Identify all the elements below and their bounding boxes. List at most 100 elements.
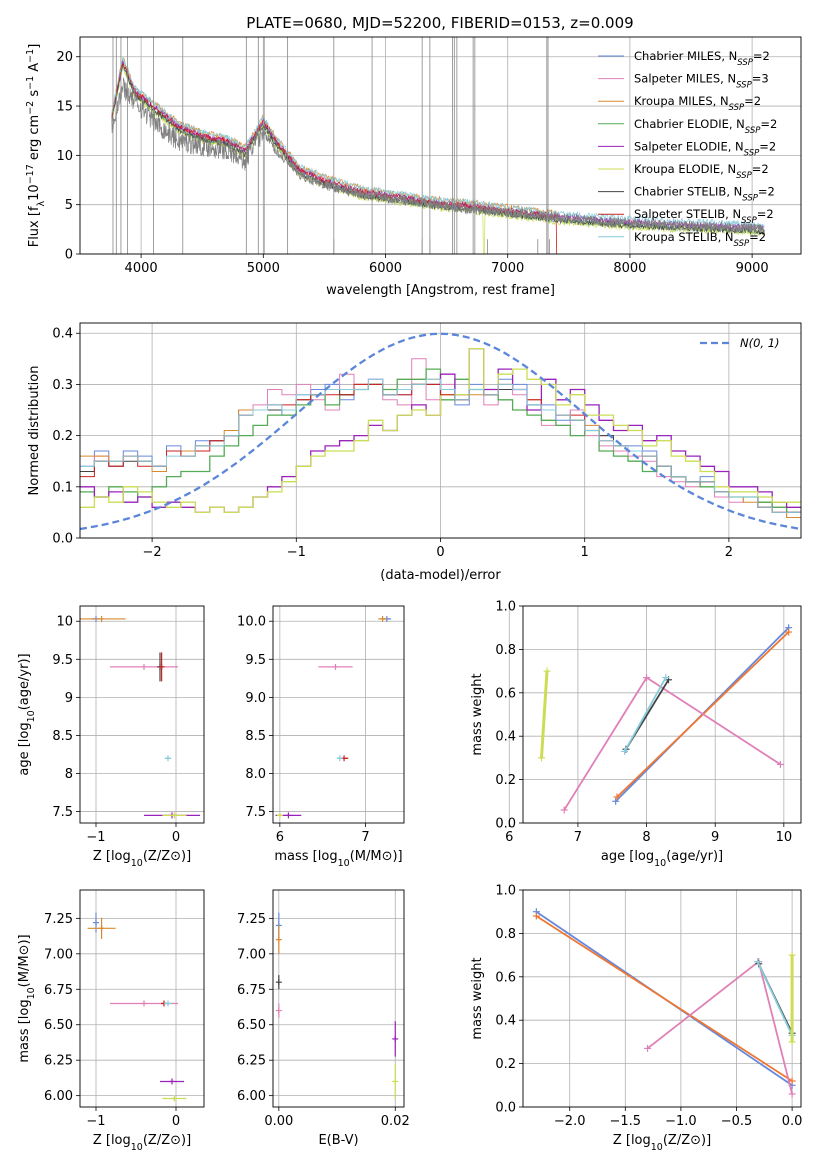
series-line	[540, 671, 549, 758]
legend-label: Salpeter STELIB, NSSP=2	[634, 207, 774, 226]
x-tick-label: 4000	[125, 261, 158, 276]
y-tick-label: 6.75	[237, 983, 266, 998]
y-axis-label: mass [log10(M/M⊙)]	[17, 934, 37, 1062]
y-tick-label: 8.5	[245, 729, 266, 744]
x-tick-label: 0.00	[264, 1114, 293, 1129]
grid-age_vs_mass	[273, 606, 404, 823]
label-part: log	[17, 722, 32, 742]
axes-frame	[522, 605, 802, 824]
y-tick-label: 0.2	[495, 1057, 516, 1072]
legend-normal-label: N(0, 1)	[740, 336, 780, 350]
x-tick-label: −2.0	[554, 1114, 586, 1129]
label-part: 10	[654, 858, 666, 869]
axes-frame	[79, 889, 205, 1108]
y-tick-label: 9.5	[245, 653, 266, 668]
label-part: log	[634, 849, 654, 864]
label-part: A	[27, 63, 42, 76]
label-part: (age/yr)]	[666, 849, 723, 864]
label-part: log	[631, 1133, 651, 1148]
label-part: (M/M⊙)]	[350, 849, 403, 864]
legend-name: Kroupa STELIB, N	[634, 230, 734, 244]
y-tick-label: 8.5	[52, 729, 73, 744]
legend-name: Salpeter ELODIE, N	[634, 139, 744, 153]
label-part: log	[318, 849, 338, 864]
y-axis-label: mass weight	[470, 673, 485, 755]
legend-sub: SSP	[736, 171, 752, 181]
x-tick-label: 2	[725, 545, 733, 560]
series-line	[623, 677, 667, 752]
label-part: log	[111, 849, 131, 864]
y-tick-label: 0.8	[495, 643, 516, 658]
label-part: log	[17, 999, 32, 1019]
x-tick-label: 7000	[491, 261, 524, 276]
y-tick-label: 6.50	[237, 1018, 266, 1033]
legend-sub: SSP	[741, 216, 757, 226]
label-part: (data-model)/error	[380, 568, 501, 583]
x-tick-label: 1	[581, 545, 589, 560]
legend-value: =2	[759, 139, 776, 153]
x-axis-label: Z [log10(Z/Z⊙)]	[93, 1133, 191, 1153]
legend-sub: SSP	[729, 103, 745, 113]
x-tick-label: 9	[711, 830, 719, 845]
label-part: λ	[36, 200, 47, 206]
label-part: (Z/Z⊙)]	[143, 1133, 191, 1148]
legend-sub: SSP	[742, 194, 758, 204]
legend-sub: SSP	[734, 239, 750, 249]
legend-value: =3	[752, 72, 769, 86]
axes-frame	[79, 322, 802, 539]
plot-area-spectrum	[111, 37, 765, 254]
x-tick-label: 0	[172, 1114, 180, 1129]
x-tick-label: 0	[436, 545, 444, 560]
y-tick-label: 0.0	[495, 1101, 516, 1116]
y-tick-label: 0.0	[495, 817, 516, 832]
y-tick-label: 6.00	[237, 1089, 266, 1104]
y-tick-label: 0.3	[52, 378, 73, 393]
grid-age_vs_Z	[80, 606, 204, 823]
axes-mass_vs_Z: −1 06.006.256.506.757.007.25Z [log10(Z/Z⊙…	[17, 889, 205, 1153]
y-tick-label: 6.00	[44, 1089, 73, 1104]
legend-value: =2	[757, 207, 774, 221]
legend-value: =2	[752, 162, 769, 176]
plot-area-age_vs_Z	[80, 615, 200, 819]
x-tick-label: −0.5	[721, 1114, 753, 1129]
y-tick-label: 6.25	[237, 1054, 266, 1069]
label-part: age [	[601, 849, 634, 864]
y-tick-label: 0.6	[495, 970, 516, 985]
legend-name: Chabrier MILES, N	[634, 49, 737, 63]
y-tick-label: 7.00	[44, 947, 73, 962]
y-tick-label: 0.4	[495, 1014, 516, 1029]
y-tick-label: 9	[65, 691, 73, 706]
label-part: −2	[25, 101, 36, 115]
legend-sub: SSP	[736, 81, 752, 91]
label-part: erg cm	[27, 115, 42, 164]
y-axis-label: mass weight	[470, 957, 485, 1039]
label-part: mass [	[274, 849, 317, 864]
legend-name: Chabrier ELODIE, N	[634, 117, 745, 131]
label-part: mass weight	[470, 673, 485, 755]
y-tick-label: 10.0	[237, 615, 266, 630]
axes-frame	[272, 605, 405, 824]
label-part: −1	[25, 49, 36, 63]
label-part: E(B-V)	[318, 1133, 358, 1148]
y-tick-label: 6.25	[44, 1054, 73, 1069]
x-axis-label: mass [log10(M/M⊙)]	[274, 849, 402, 869]
x-tick-label: −1	[86, 830, 105, 845]
x-tick-label: 7	[361, 830, 369, 845]
axes-frame	[79, 36, 802, 255]
legend-label: Salpeter ELODIE, NSSP=2	[634, 139, 776, 158]
histogram-step	[80, 347, 801, 514]
y-tick-label: 1.0	[495, 600, 516, 615]
y-tick-label: 7.5	[245, 805, 266, 820]
y-tick-label: 0.0	[52, 532, 73, 547]
legend-value: =2	[744, 94, 761, 108]
label-part: −17	[25, 164, 36, 184]
x-tick-label: −1.5	[610, 1114, 642, 1129]
x-tick-label: 10	[776, 830, 793, 845]
y-tick-label: 0.4	[52, 327, 73, 342]
legend-value: =2	[758, 185, 775, 199]
plot-area-mass_vs_Z	[87, 912, 187, 1102]
legend-name: Kroupa MILES, N	[634, 94, 729, 108]
x-axis-label: E(B-V)	[318, 1133, 358, 1148]
y-tick-label: 5	[65, 198, 73, 213]
